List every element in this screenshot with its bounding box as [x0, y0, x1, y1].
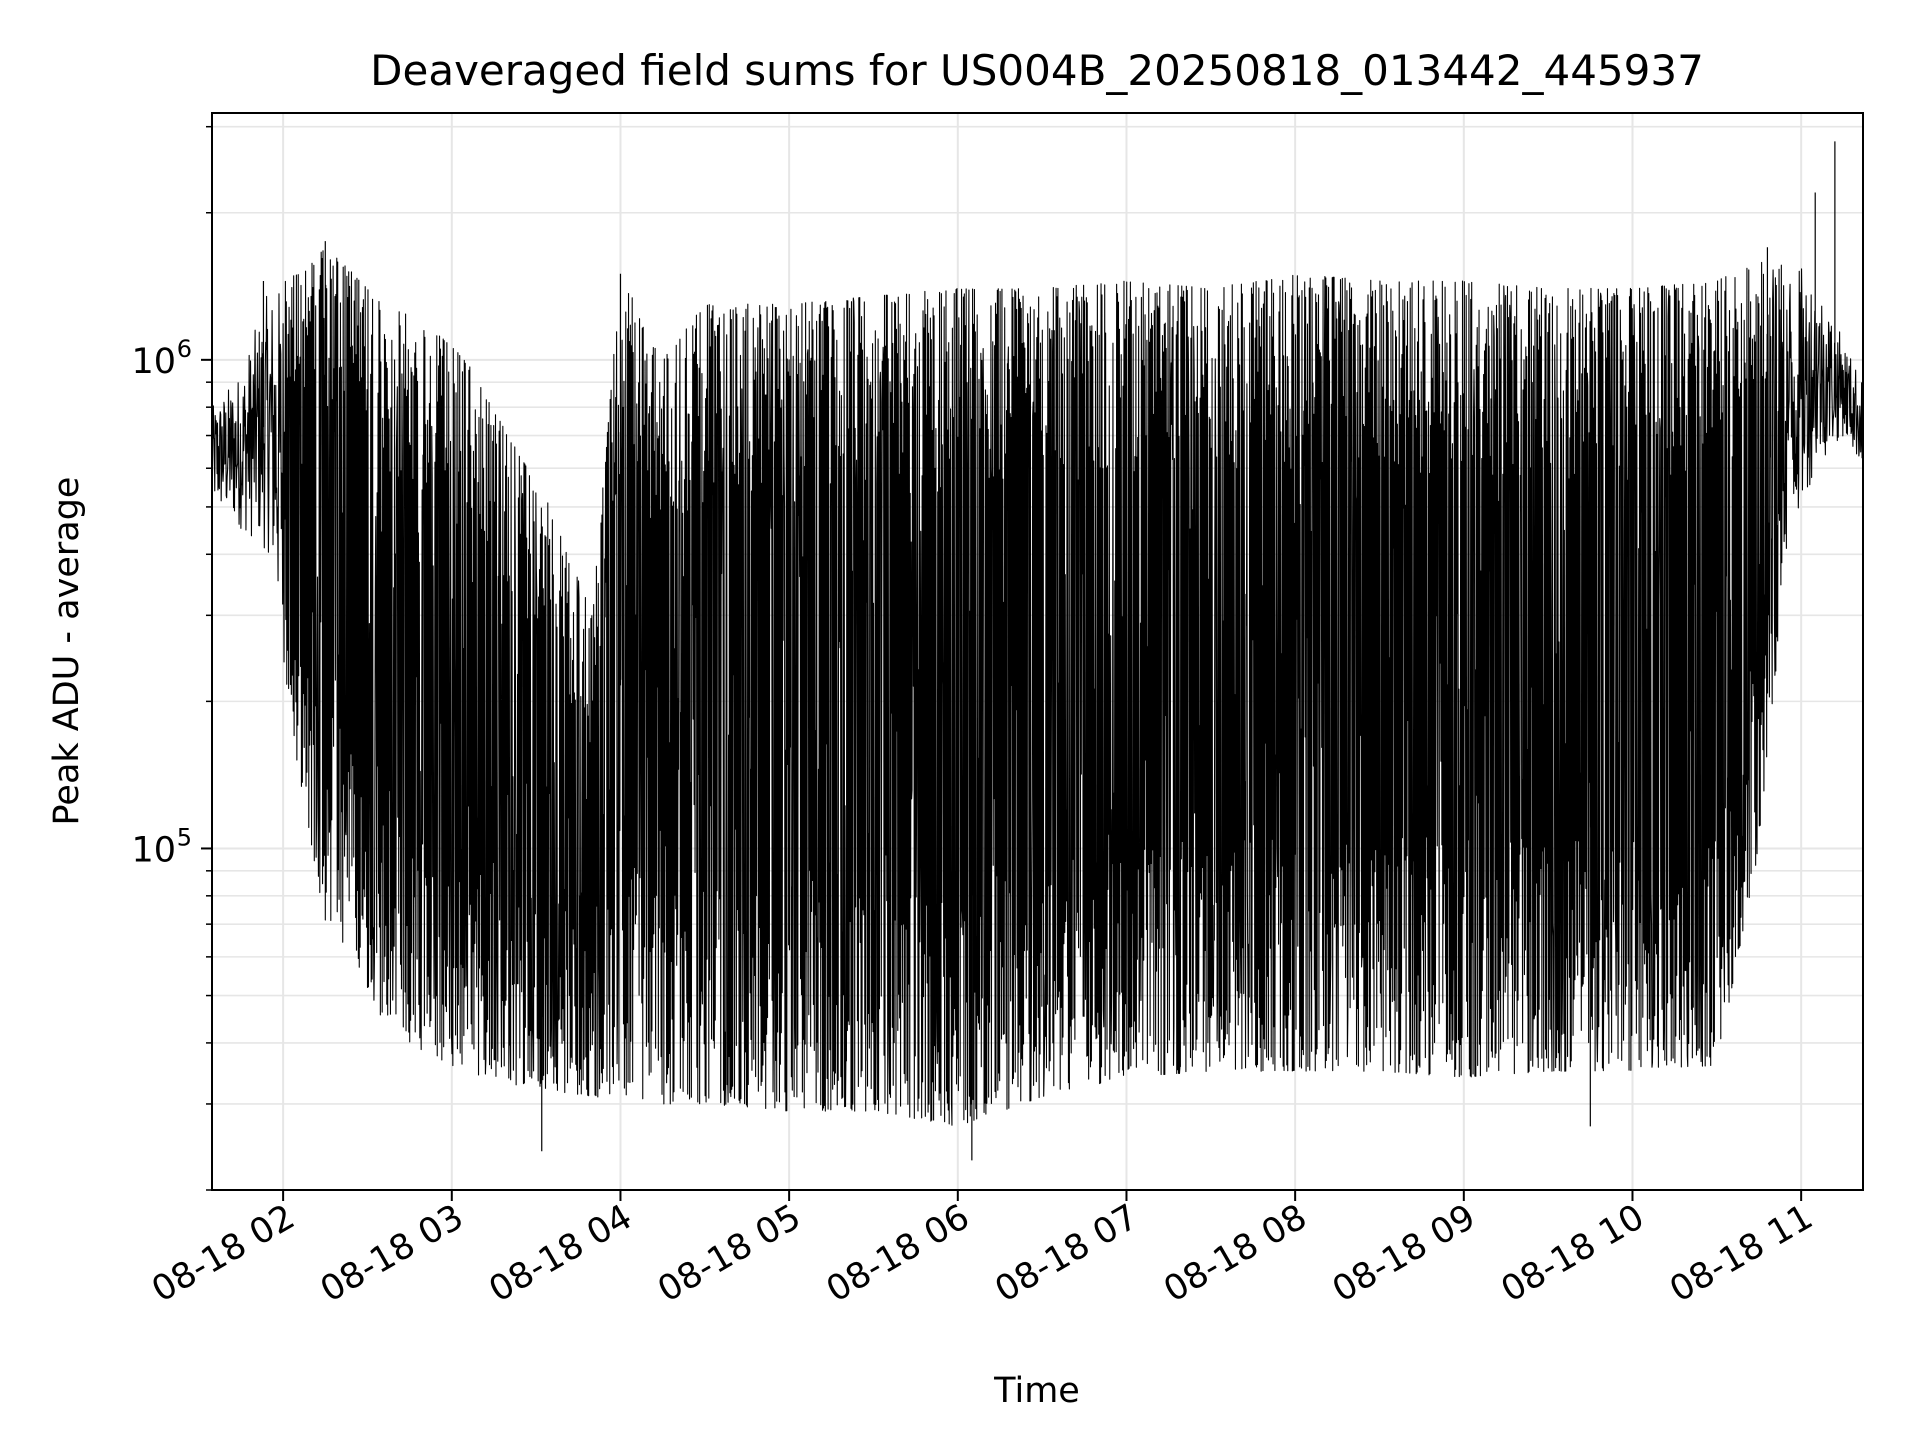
y-tick-label-exponent: 6 [177, 335, 192, 363]
y-tick-label-exponent: 5 [177, 823, 192, 851]
y-axis-label: Peak ADU - average [47, 477, 87, 826]
y-tick-label: 10 [131, 830, 176, 870]
y-tick-label: 10 [131, 342, 176, 382]
series-line [211, 250, 1864, 1126]
series-trace [211, 141, 1864, 1161]
chart-title: Deaveraged field sums for US004B_2025081… [370, 46, 1704, 95]
plot-frame [211, 112, 1864, 1191]
x-axis-label: Time [993, 1371, 1080, 1411]
